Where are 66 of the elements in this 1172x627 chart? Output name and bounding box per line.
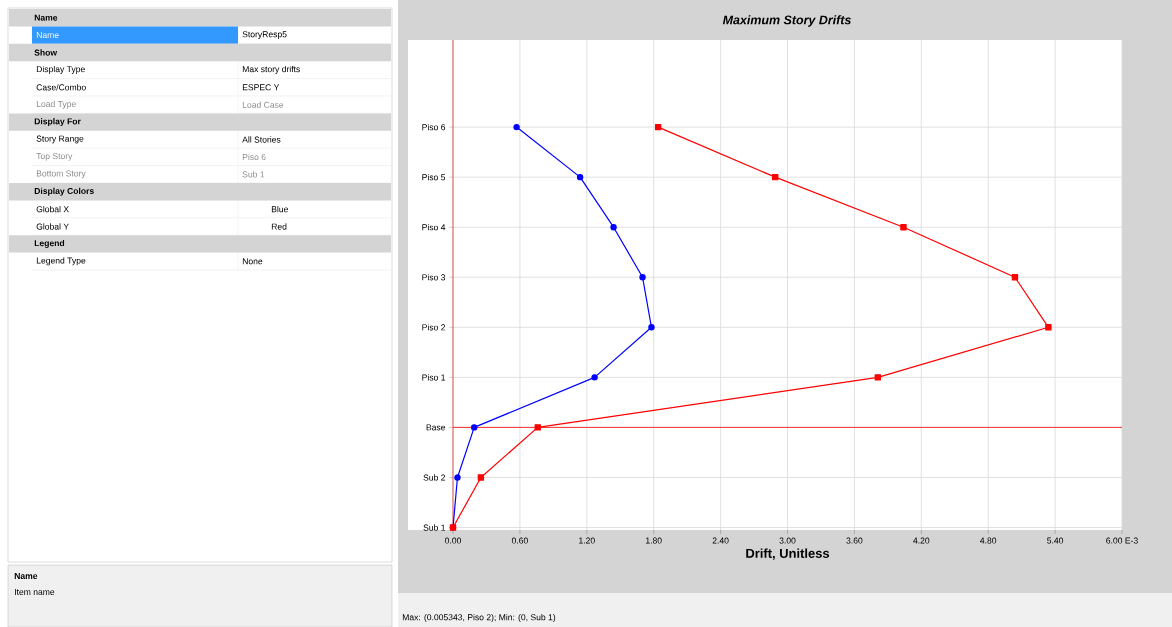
y-tick-label: Piso 3 [422, 274, 446, 281]
point [454, 474, 461, 481]
point [772, 173, 779, 181]
x-tick-label: 0.00 [445, 537, 461, 544]
text: Name [36, 32, 59, 39]
point [1045, 324, 1052, 331]
text: Global Y [36, 223, 69, 230]
x-tick-label: 0.60 [511, 537, 528, 544]
x-tick-label: 4.20 [913, 537, 930, 544]
point [639, 274, 646, 281]
y-tick-label: Piso 5 [422, 174, 446, 181]
text: Name [14, 573, 38, 579]
y-tick-label: Sub 2 [423, 474, 446, 481]
y-tick-label: Sub 1 [423, 524, 446, 531]
text: Name [34, 14, 58, 21]
text: Piso 6 [242, 153, 266, 161]
x-tick-label: 6.00 E-3 [1106, 537, 1138, 544]
text: Display Colors [34, 187, 94, 196]
x-tick-label: 3.00 [779, 537, 796, 544]
text: Load Case [242, 101, 284, 108]
text: Show [34, 49, 58, 56]
point [648, 324, 655, 331]
x-tick-label: 1.80 [646, 537, 662, 544]
text: Legend Type [36, 257, 86, 266]
text: Display For [34, 118, 81, 127]
y-tick-label: Piso 4 [422, 224, 446, 231]
text: Red [271, 223, 287, 230]
text: StoryResp5 [242, 31, 287, 39]
text: Load Type [36, 100, 76, 109]
point [610, 223, 617, 231]
point [470, 424, 478, 431]
x-tick-label: 5.40 [1047, 537, 1064, 544]
x-tick-label: 4.80 [980, 537, 997, 544]
point [591, 374, 598, 381]
text: Sub 1 [242, 171, 265, 178]
x-tick-label: 2.40 [712, 537, 729, 544]
text: All Stories [242, 136, 281, 143]
point [576, 173, 584, 181]
text: Display Type [36, 65, 85, 74]
chart-title: Maximum Story Drifts [722, 15, 851, 27]
point [534, 424, 541, 431]
y-tick-label: Piso 1 [422, 374, 446, 381]
point [1011, 274, 1019, 281]
x-axis-title: Drift, Unitless [746, 548, 830, 560]
text: Legend [34, 239, 65, 248]
x-tick-label: 1.20 [579, 537, 595, 544]
point [874, 374, 882, 381]
text: Blue [271, 205, 288, 213]
text: ESPEC Y [242, 84, 280, 91]
text: Story Range [36, 135, 84, 144]
point [477, 474, 485, 481]
text: Top Story [36, 153, 73, 161]
point [900, 223, 907, 231]
text: None [242, 258, 263, 265]
text: Global X [36, 205, 69, 213]
point [513, 123, 520, 131]
point [654, 123, 662, 131]
text: Bottom Story [36, 170, 86, 179]
text: Max: (0.005343, Piso 2); Min: (0, Sub 1) [402, 614, 556, 622]
y-tick-label: Piso 6 [422, 123, 446, 131]
x-tick-label: 3.60 [846, 537, 863, 544]
y-tick-label: Piso 2 [422, 324, 446, 331]
y-tick-label: Base [426, 424, 446, 431]
text: Case/Combo [36, 84, 86, 91]
text: Max story drifts [242, 65, 300, 74]
text: Item name [15, 589, 55, 595]
